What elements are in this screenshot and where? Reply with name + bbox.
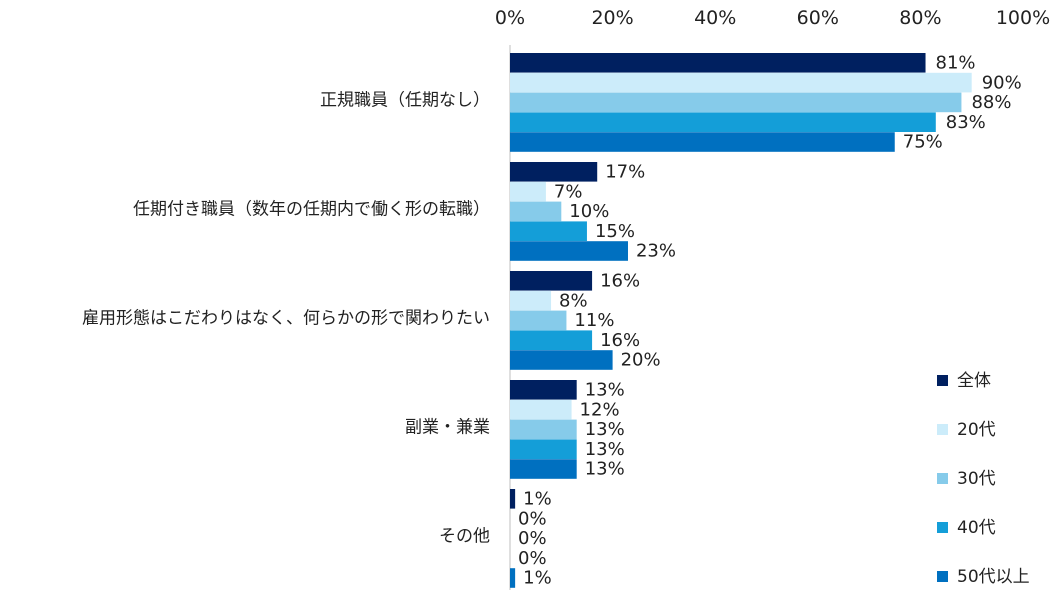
x-tick-label: 40%	[694, 7, 736, 29]
data-label: 1%	[523, 489, 552, 510]
category-label: 雇用形態はこだわりはなく、何らかの形で関わりたい	[82, 309, 490, 329]
legend-label: 全体	[957, 371, 991, 391]
legend-swatch	[937, 522, 948, 533]
bar	[510, 92, 962, 113]
bar	[510, 419, 577, 440]
data-label: 0%	[518, 508, 547, 529]
category-label: 任期付き職員（数年の任期内で働く形の転職）	[133, 200, 490, 220]
bars	[510, 53, 972, 588]
data-label: 15%	[595, 221, 635, 242]
bar	[510, 290, 552, 311]
bar	[510, 350, 613, 370]
data-label: 88%	[971, 92, 1011, 113]
data-label: 13%	[585, 459, 625, 480]
bar	[510, 72, 972, 93]
bar	[510, 112, 936, 132]
x-axis-ticks: 0% 20% 40% 60% 80% 100%	[495, 7, 1050, 29]
data-label: 13%	[585, 439, 625, 460]
data-label: 16%	[600, 271, 640, 292]
data-label: 90%	[982, 72, 1022, 93]
bar	[510, 459, 577, 479]
data-label: 1%	[523, 568, 552, 589]
data-label: 10%	[569, 201, 609, 222]
data-label: 0%	[518, 548, 547, 569]
data-label: 8%	[559, 290, 588, 311]
legend: 全体 20代 30代 40代 50代以上	[937, 371, 1030, 587]
legend-swatch	[937, 571, 948, 582]
bar	[510, 241, 628, 261]
bar	[510, 568, 516, 588]
legend-swatch	[937, 375, 948, 386]
data-label: 13%	[585, 380, 625, 401]
legend-label: 20代	[957, 420, 996, 440]
bar	[510, 439, 577, 459]
data-label: 23%	[636, 241, 676, 262]
data-label: 0%	[518, 528, 547, 549]
bar	[510, 221, 587, 241]
category-label: その他	[439, 527, 490, 547]
data-label: 20%	[621, 350, 661, 371]
bar	[510, 53, 926, 73]
bar	[510, 380, 577, 400]
legend-label: 50代以上	[957, 567, 1030, 587]
legend-swatch	[937, 473, 948, 484]
bar	[510, 310, 567, 331]
category-label: 正規職員（任期なし）	[320, 91, 490, 111]
data-label: 75%	[903, 132, 943, 153]
data-label: 12%	[580, 399, 620, 420]
data-label: 17%	[605, 162, 645, 183]
category-labels: 正規職員（任期なし） 任期付き職員（数年の任期内で働く形の転職） 雇用形態はこだわり…	[82, 91, 490, 547]
legend-label: 30代	[957, 469, 996, 489]
x-tick-label: 0%	[495, 7, 525, 29]
data-label: 11%	[574, 310, 614, 331]
bar	[510, 162, 598, 182]
x-tick-label: 100%	[996, 7, 1050, 29]
legend-swatch	[937, 424, 948, 435]
data-label: 13%	[585, 419, 625, 440]
category-label: 副業・兼業	[405, 418, 490, 438]
x-tick-label: 20%	[591, 7, 633, 29]
bar	[510, 330, 593, 350]
bar	[510, 132, 895, 152]
bar	[510, 271, 593, 291]
bar	[510, 489, 516, 509]
bar	[510, 181, 546, 202]
x-tick-label: 80%	[899, 7, 941, 29]
bar	[510, 201, 562, 222]
data-labels: 81%90%88%83%75%17%7%10%15%23%16%8%11%16%…	[518, 53, 1022, 589]
data-label: 81%	[936, 53, 976, 74]
data-label: 83%	[946, 112, 986, 133]
legend-label: 40代	[957, 518, 996, 538]
x-tick-label: 60%	[797, 7, 839, 29]
data-label: 7%	[554, 181, 583, 202]
data-label: 16%	[600, 330, 640, 351]
bar	[510, 399, 572, 420]
